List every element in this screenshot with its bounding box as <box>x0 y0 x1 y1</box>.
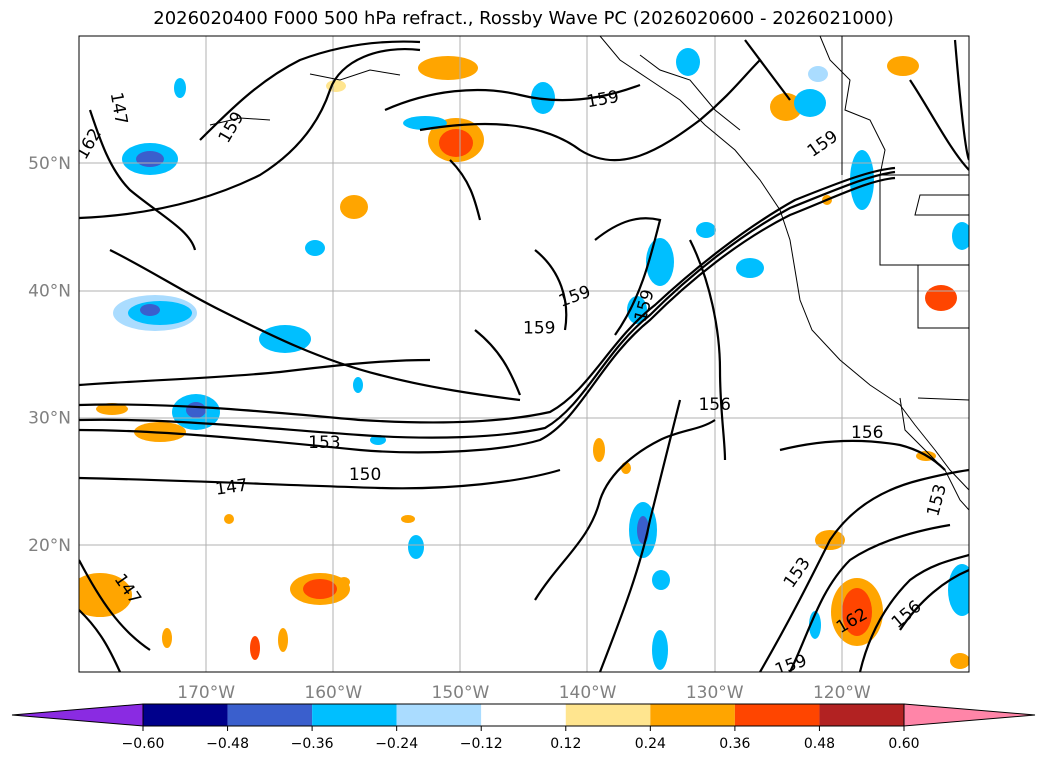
lon-tick-label: 150°W <box>432 683 490 703</box>
map-content: 1621471591591591591591591561561531531501… <box>79 36 969 672</box>
contour-label: 153 <box>308 433 340 453</box>
negative-anomaly-patch <box>128 301 192 325</box>
colorbar-segment <box>312 704 397 726</box>
positive-anomaly-patch <box>278 628 288 652</box>
colorbar-segment <box>143 704 228 726</box>
lon-tick-label: 140°W <box>559 683 617 703</box>
colorbar-tick-label: 0.36 <box>719 736 750 752</box>
negative-anomaly-patch <box>652 630 668 670</box>
positive-anomaly-patch <box>224 514 234 524</box>
positive-anomaly-patch <box>925 285 957 311</box>
positive-anomaly-patch <box>593 438 605 462</box>
colorbar-frame <box>142 703 905 727</box>
lon-tick-label: 120°W <box>813 683 871 703</box>
positive-anomaly-patch <box>338 577 350 587</box>
map-title: 2026020400 F000 500 hPa refract., Rossby… <box>153 8 894 29</box>
colorbar-segment <box>396 704 482 726</box>
positive-anomaly-patch <box>887 56 919 76</box>
colorbar-tick-label: −0.24 <box>375 736 418 752</box>
positive-anomaly-patch <box>162 628 172 648</box>
height-contours <box>79 39 969 672</box>
negative-anomaly-patch <box>136 151 164 167</box>
latitude-labels: 20°N 30°N 40°N 50°N <box>28 154 71 556</box>
contour-label: 156 <box>851 423 883 443</box>
negative-anomaly-patch <box>952 222 969 250</box>
negative-anomaly-patch <box>794 89 826 117</box>
colorbar-segment <box>650 704 735 726</box>
map-frame <box>78 35 970 673</box>
colorbar-segment <box>481 704 566 726</box>
positive-anomaly-patch <box>96 403 128 415</box>
contour-label: 159 <box>523 319 555 339</box>
colorbar-tick-label: 0.12 <box>550 736 581 752</box>
lon-tick-label: 160°W <box>304 683 362 703</box>
negative-anomaly-patch <box>948 564 969 616</box>
colorbar-segment <box>565 704 651 726</box>
longitude-labels: 170°W 160°W 150°W 140°W 130°W 120°W <box>177 683 871 703</box>
colorbar-tick-label: 0.60 <box>888 736 919 752</box>
colorbar-tick-label: −0.48 <box>206 736 249 752</box>
positive-anomaly-patch <box>418 56 478 80</box>
negative-anomaly-patch <box>140 304 160 316</box>
negative-anomaly-patch <box>696 222 716 238</box>
lon-tick-label: 130°W <box>686 683 744 703</box>
lat-tick-label: 30°N <box>28 409 71 429</box>
colorbar-tick-label: 0.24 <box>635 736 666 752</box>
lon-tick-label: 170°W <box>177 683 235 703</box>
positive-anomaly-patch <box>842 588 872 636</box>
negative-anomaly-patch <box>174 78 186 98</box>
positive-anomaly-patch <box>401 515 415 523</box>
negative-anomaly-patch <box>370 435 386 445</box>
positive-anomaly-patch <box>439 129 473 157</box>
negative-anomaly-patch <box>531 82 555 114</box>
positive-anomaly-patch <box>950 653 969 669</box>
map-background <box>79 36 969 672</box>
negative-anomaly-patch <box>676 48 700 76</box>
colorbar-extend-low <box>11 703 144 727</box>
colorbar-segment <box>734 704 820 726</box>
positive-anomaly-patch <box>250 636 260 660</box>
lat-tick-label: 50°N <box>28 154 71 174</box>
negative-anomaly-patch <box>736 258 764 278</box>
negative-anomaly-patch <box>305 240 325 256</box>
colorbar-tick-label: −0.60 <box>122 736 165 752</box>
negative-anomaly-patch <box>652 570 670 590</box>
positive-anomaly-patch <box>303 579 337 599</box>
colorbar-segment <box>227 704 313 726</box>
negative-anomaly-patch <box>408 535 424 559</box>
lat-tick-label: 40°N <box>28 281 71 301</box>
negative-anomaly-patch <box>186 402 206 418</box>
negative-anomaly-patch <box>809 611 821 639</box>
colorbar-tick-label: 0.48 <box>804 736 835 752</box>
contour-label: 147 <box>214 475 249 499</box>
colorbar-tick-label: −0.36 <box>291 736 334 752</box>
contour-labels: 1621471591591591591591591561561531531501… <box>79 87 951 672</box>
colorbar: −0.60 −0.48 −0.36 −0.24 −0.12 0.12 0.24 0.36 0.4… <box>11 703 1036 752</box>
lat-tick-label: 20°N <box>28 536 71 556</box>
colorbar-segment <box>819 704 904 726</box>
positive-anomaly-patch <box>770 93 802 121</box>
negative-anomaly-patch <box>646 238 674 286</box>
contour-label: 156 <box>698 395 730 415</box>
colorbar-extend-high <box>903 703 1036 727</box>
colorbar-tick-label: −0.12 <box>460 736 503 752</box>
negative-anomaly-patch <box>808 66 828 82</box>
contour-label: 150 <box>349 465 381 485</box>
positive-anomaly-patch <box>340 195 368 219</box>
negative-anomaly-patch <box>353 377 363 393</box>
